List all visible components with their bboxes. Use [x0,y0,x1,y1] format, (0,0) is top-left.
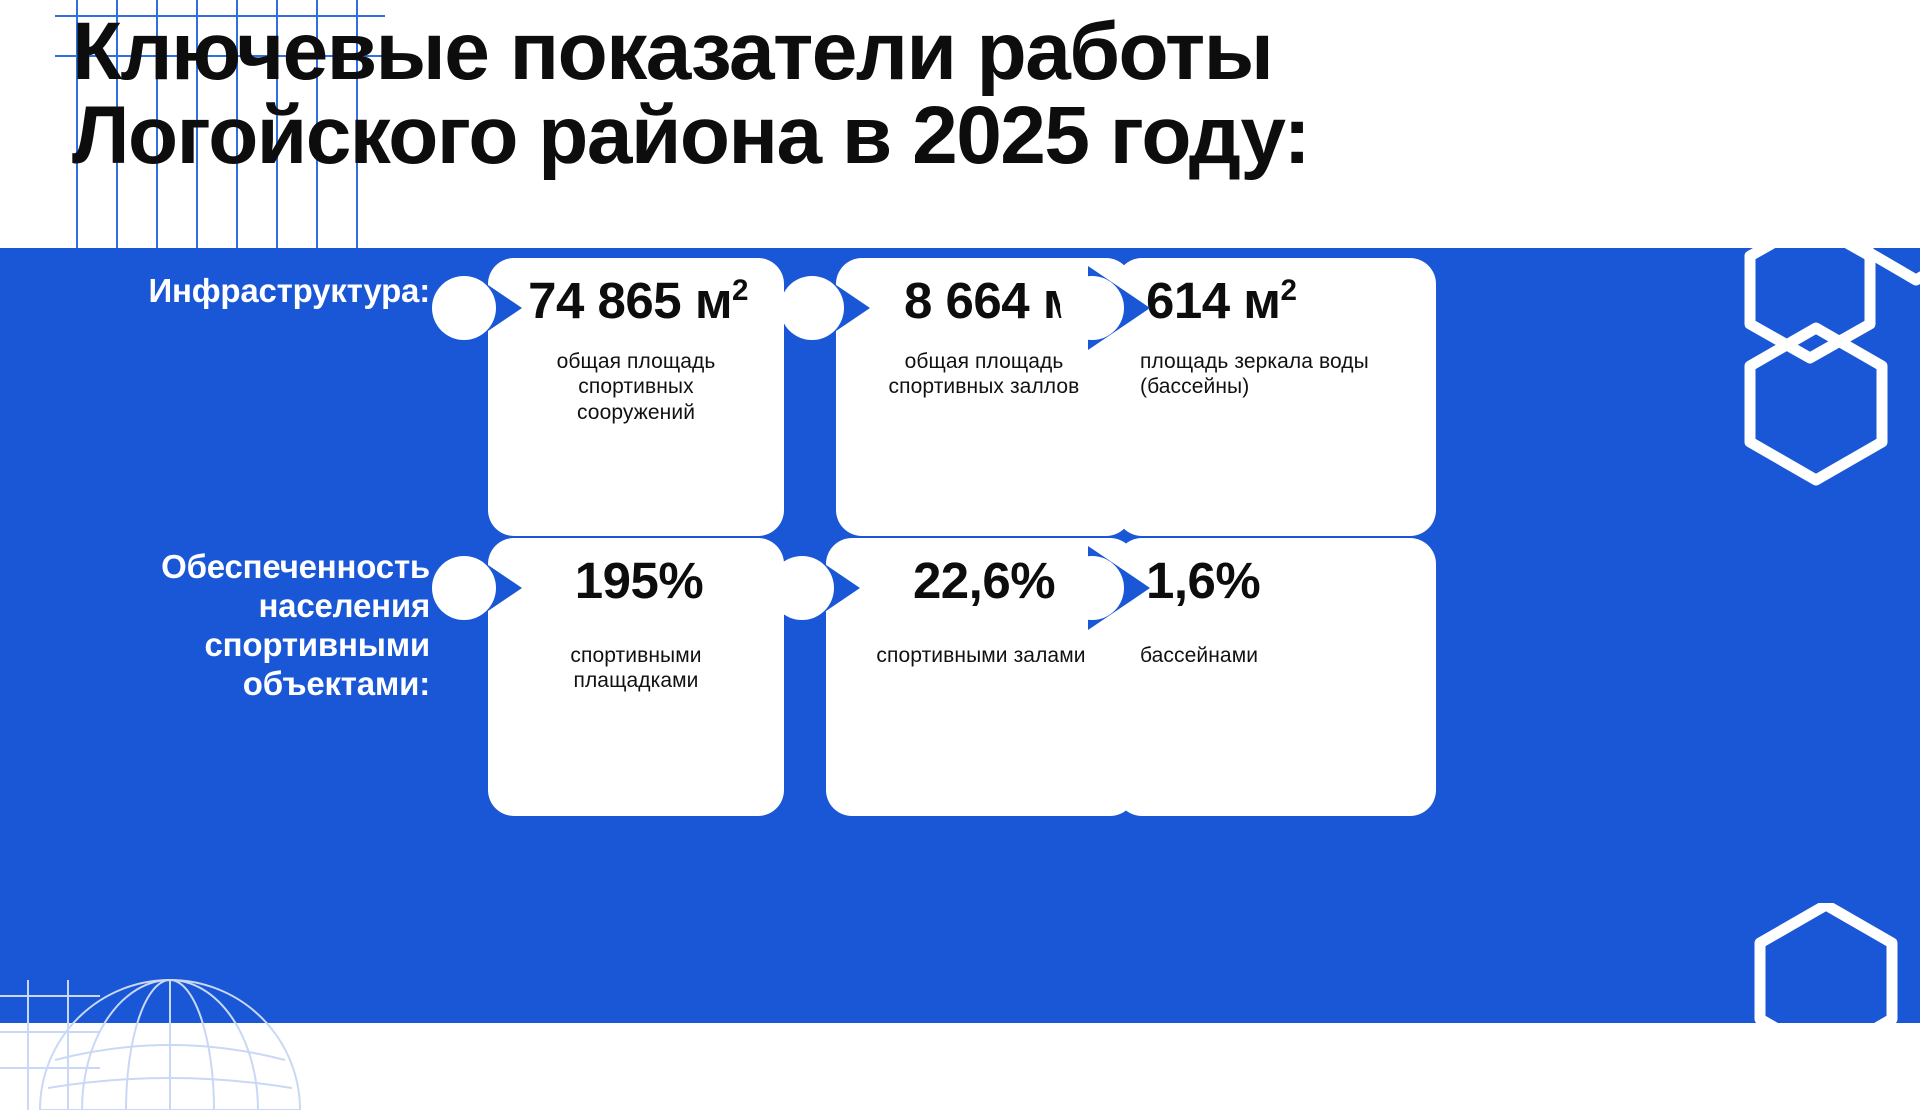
metric-card[interactable]: 614 м2 площадь зеркала воды (бассейны) [1116,258,1436,536]
hexagon-outline-icon [1744,248,1920,486]
metric-caption: площадь зеркала воды (бассейны) [1140,349,1369,399]
bullet-circle-icon [1060,556,1124,620]
metric-value: 22,6% [912,552,1056,609]
bullet-circle-icon [432,276,496,340]
row-label-infrastructure: Инфраструктура: [148,272,430,309]
metric-value: 1,6% [1146,552,1261,609]
metric-caption: общая площадь спортивных заллов [888,349,1080,399]
bullet-circle-icon [432,556,496,620]
metric-caption: спортивными залами [876,643,1086,667]
metric-card[interactable]: 1,6% бассейнами [1116,538,1436,816]
metric-value: 74 865 м2 [528,272,748,329]
metric-caption: спортивными плащадками [570,643,702,693]
metric-caption: бассейнами [1140,643,1259,667]
metric-card[interactable]: 74 865 м2 общая площадь спортивных соору… [488,258,784,536]
bullet-circle-icon [1060,276,1124,340]
header: Ключевые показатели работы Логойского ра… [0,0,1920,248]
metric-value: 614 м2 [1146,272,1297,329]
page-title: Ключевые показатели работы Логойского ра… [72,6,1311,181]
bullet-circle-icon [780,276,844,340]
hexagon-outline-icon [1754,903,1898,1023]
metric-card[interactable]: 195% спортивными плащадками [488,538,784,816]
main-panel: Инфраструктура: 74 865 м2 общая площадь … [0,248,1920,1023]
bullet-circle-icon [770,556,834,620]
metric-caption: общая площадь спортивных сооружений [556,349,716,424]
row-label-supply: Обеспеченность населения спортивными объ… [161,548,430,702]
metric-value: 195% [574,552,704,609]
